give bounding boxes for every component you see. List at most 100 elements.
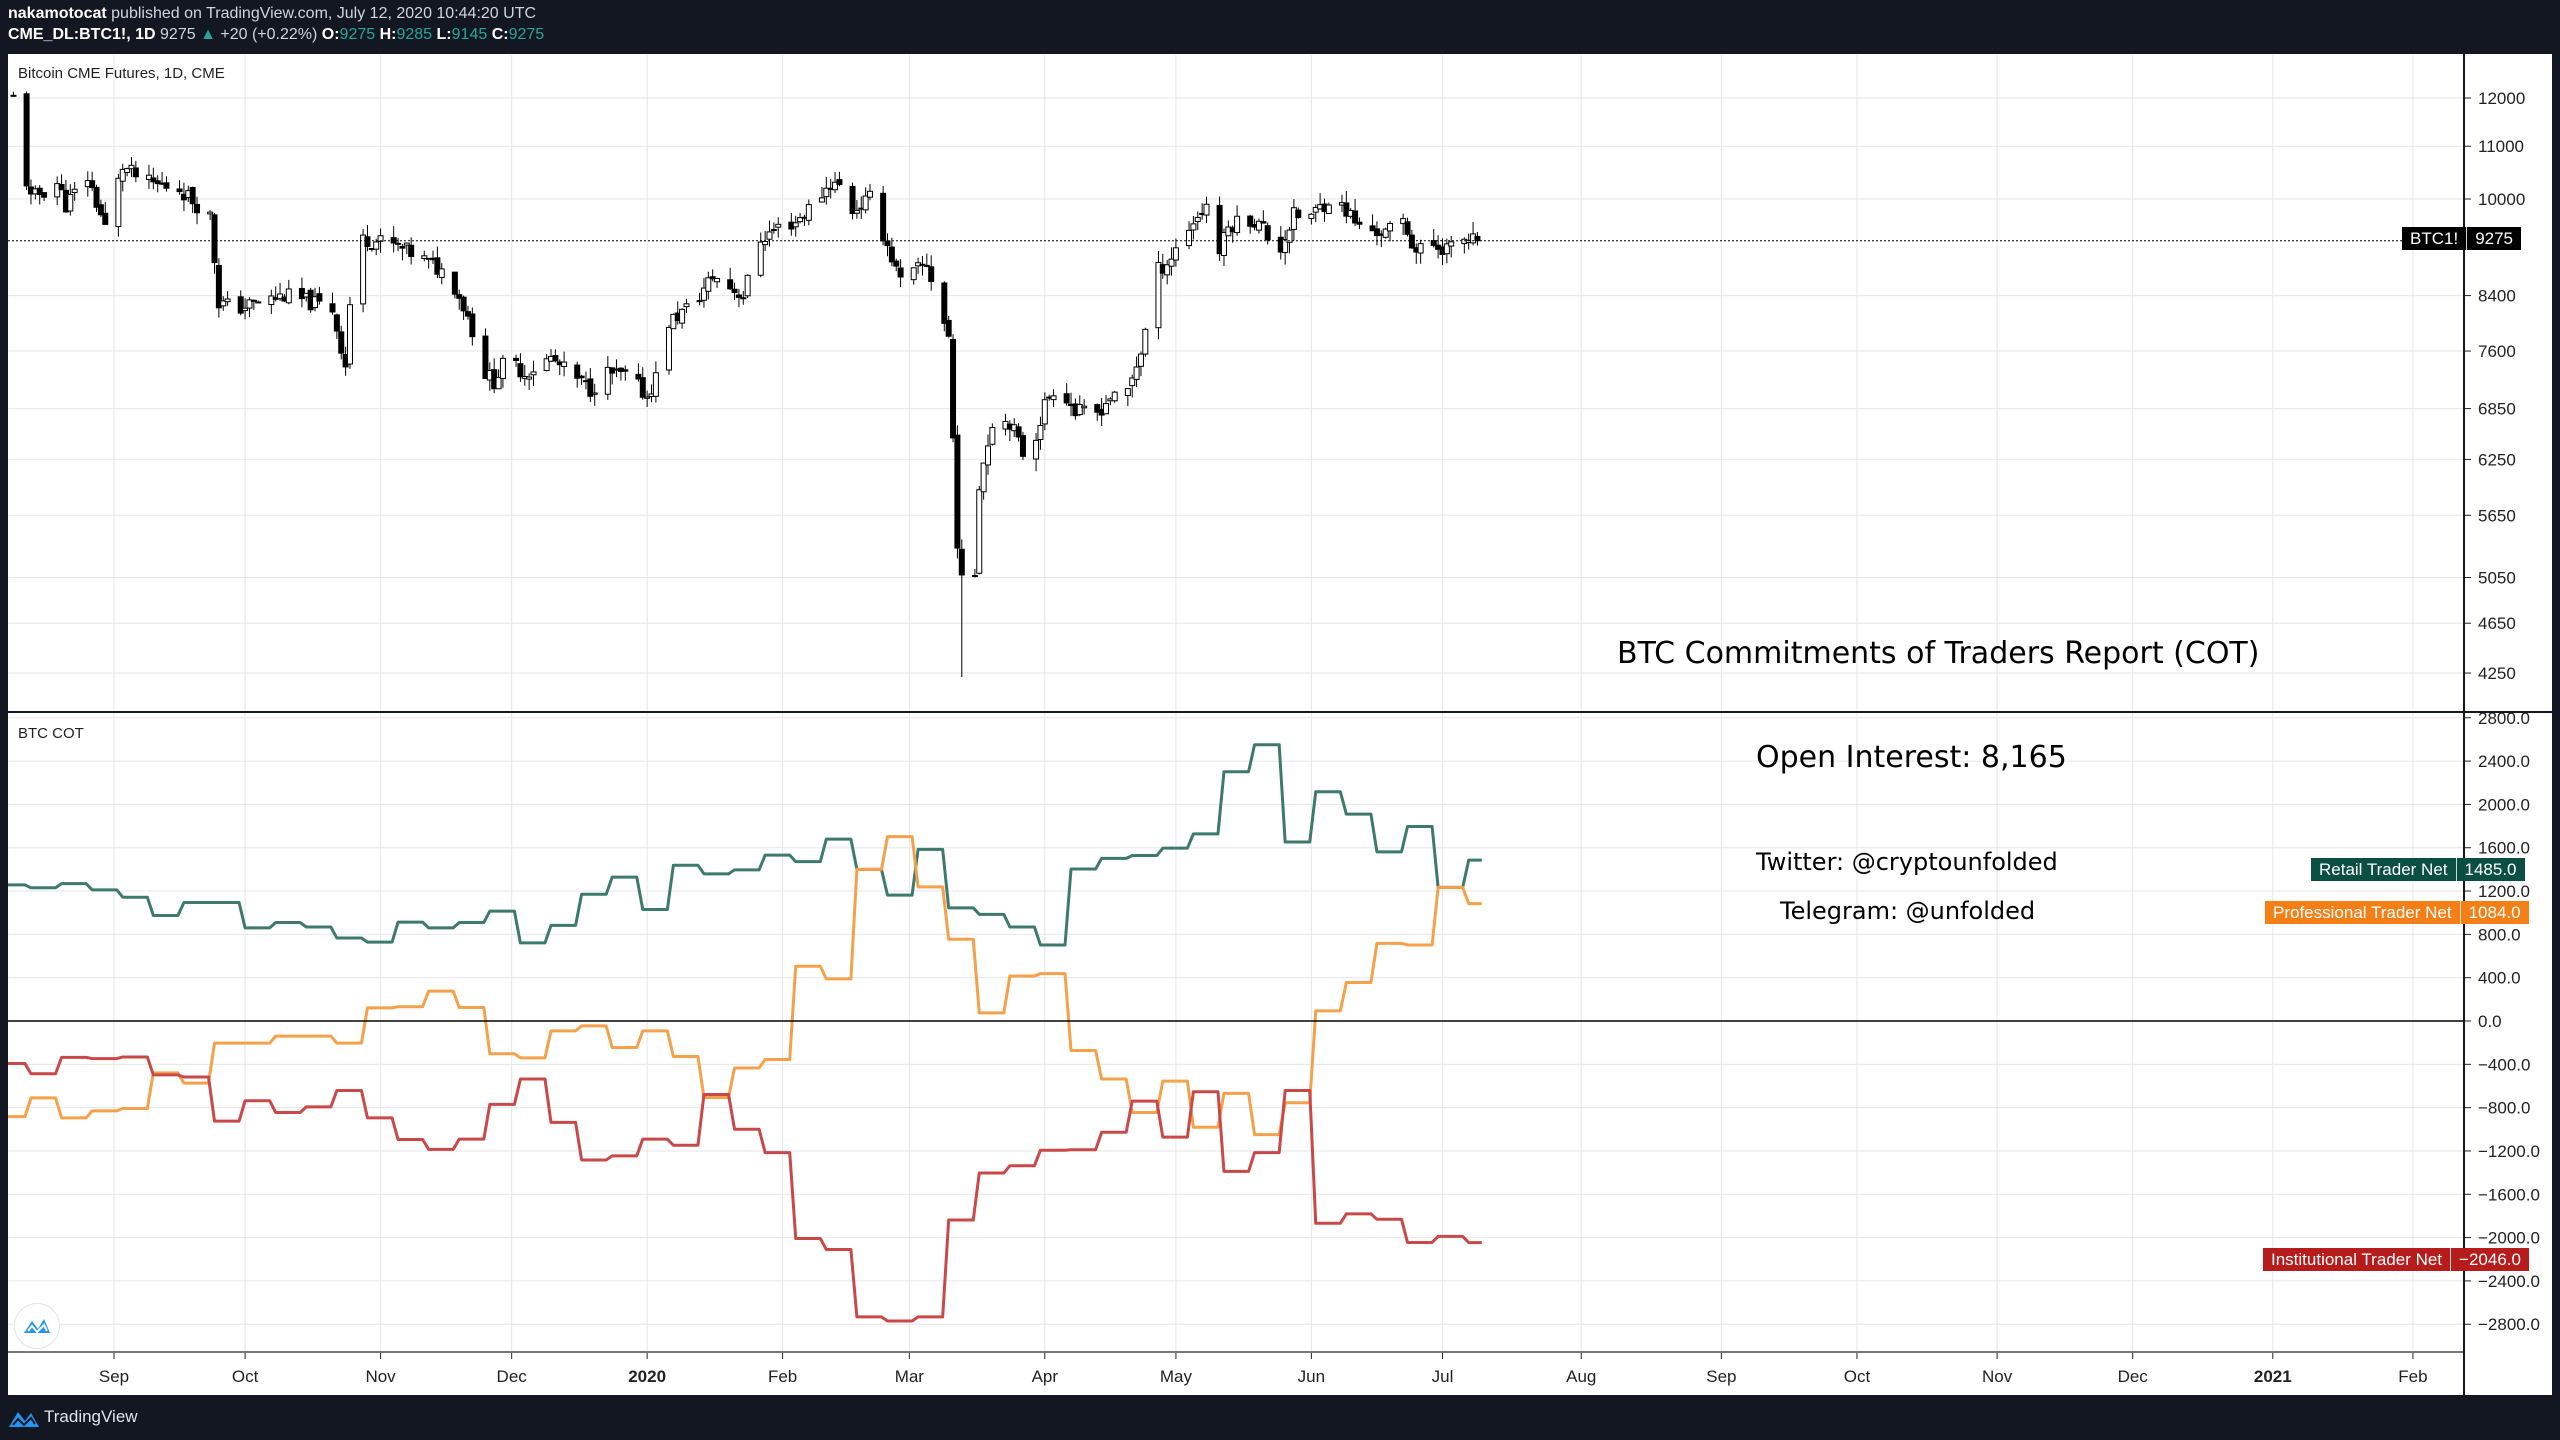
candle-up	[1308, 213, 1315, 219]
candle-down	[316, 293, 323, 302]
candle-down	[36, 187, 43, 195]
candle-up	[67, 193, 74, 212]
candle-up	[679, 308, 686, 324]
left-border	[0, 54, 8, 1395]
price-change: +20 (+0.22%)	[220, 26, 318, 43]
candle-down	[338, 331, 345, 354]
candle-up	[805, 204, 812, 221]
candle-up	[285, 288, 292, 304]
candle-down	[150, 177, 157, 183]
candle-up	[1041, 399, 1048, 425]
price-axis-label: 6250	[2478, 450, 2516, 469]
last-price-tag: BTC1! 9275	[2402, 227, 2522, 250]
candle-up	[989, 426, 996, 445]
candle-up	[495, 376, 502, 390]
professional-net-tag-value: 1084.0	[2459, 901, 2529, 924]
candle-up	[1168, 258, 1175, 267]
candle-down	[958, 548, 965, 576]
candle-down	[469, 313, 476, 338]
candle-up	[1194, 216, 1201, 223]
candle-down	[552, 355, 559, 362]
last-price-tag-value: 9275	[2466, 227, 2521, 250]
candle-up	[1111, 391, 1118, 402]
price-axis-label: 8400	[2478, 287, 2516, 306]
time-axis-label: Dec	[497, 1367, 528, 1386]
candle-down	[928, 266, 935, 283]
price-candles	[10, 91, 1481, 677]
candle-up	[714, 278, 721, 283]
retail-net-tag-name: Retail Trader Net	[2319, 860, 2448, 879]
cot-axis-label: −1200.0	[2478, 1142, 2540, 1161]
candle-up	[1255, 220, 1262, 231]
candle-up	[591, 392, 598, 395]
candle-up	[438, 268, 445, 278]
candle-down	[1216, 205, 1223, 255]
chart-background	[8, 54, 2552, 1395]
candle-down	[740, 297, 747, 300]
professional-net-tag-name: Professional Trader Net	[2273, 903, 2452, 922]
candle-down	[408, 244, 415, 257]
candle-down	[1019, 435, 1026, 457]
candle-down	[1474, 235, 1481, 242]
candle-up	[543, 358, 550, 372]
tradingview-chart-button[interactable]	[14, 1303, 60, 1349]
cot-axis-label: 2400.0	[2478, 752, 2530, 771]
grid-lines	[8, 55, 2464, 1352]
price-pane-title: Bitcoin CME Futures, 1D, CME	[18, 65, 225, 82]
time-axis-label: Aug	[1566, 1367, 1596, 1386]
candle-up	[757, 241, 764, 276]
candle-down	[513, 357, 520, 361]
candle-up	[395, 242, 402, 245]
tradingview-brand[interactable]: TradingView	[44, 1407, 138, 1426]
candle-up	[1124, 388, 1131, 396]
candle-down	[364, 236, 371, 247]
candle-down	[460, 296, 467, 312]
candle-down	[836, 179, 843, 185]
cot-axis-label: 0.0	[2478, 1012, 2502, 1031]
candle-up	[1133, 366, 1140, 380]
candle-down	[215, 264, 222, 309]
report-title: BTC Commitments of Traders Report (COT)	[1617, 636, 2260, 671]
cot-lines	[8, 743, 1482, 1323]
candle-up	[220, 300, 227, 307]
candle-down	[163, 182, 170, 189]
candle-up	[1033, 439, 1040, 460]
close-label: C:	[491, 26, 509, 43]
time-axis-label: Sep	[99, 1367, 129, 1386]
institutional-net-tag-value: −2046.0	[2450, 1248, 2529, 1271]
candle-up	[775, 223, 782, 228]
tradingview-logo-icon	[9, 1412, 39, 1427]
candle-down	[578, 375, 585, 379]
telegram-text: Telegram: @unfolded	[1780, 897, 2036, 925]
author-name[interactable]: nakamotocat	[8, 5, 107, 22]
twitter-text: Twitter: @cryptounfolded	[1756, 848, 2058, 876]
cot-axis-label: −2800.0	[2478, 1315, 2540, 1334]
candle-up	[373, 241, 380, 250]
candle-up	[832, 181, 839, 191]
candle-up	[124, 168, 131, 173]
low-value: 9145	[451, 26, 488, 43]
professional-net-tag: Professional Trader Net 1084.0	[2265, 901, 2529, 924]
candle-down	[622, 369, 629, 372]
candle-up	[1220, 232, 1227, 256]
candle-up	[246, 299, 253, 309]
candle-down	[849, 185, 856, 215]
candle-up	[665, 326, 672, 371]
candle-up	[1076, 404, 1083, 416]
axes: 12000 11000 10000 8400 7600 6850 6250 5650 5050 4…	[0, 54, 2560, 1395]
candle-down	[1343, 202, 1350, 217]
candle-down	[919, 263, 926, 266]
candle-up	[910, 267, 917, 281]
candle-down	[517, 363, 524, 378]
candle-down	[451, 271, 458, 295]
symbol-ohlc: CME_DL:BTC1!, 1D 9275 ▲ +20 (+0.22%) O:9…	[8, 26, 544, 44]
candle-down	[89, 180, 96, 189]
cot-series-professional	[8, 835, 1482, 1137]
open-interest-text: Open Interest: 8,165	[1756, 740, 2067, 775]
candle-up	[1448, 241, 1455, 247]
candle-down	[154, 180, 161, 185]
candle-down	[1247, 215, 1254, 227]
cot-axis-label: 1200.0	[2478, 882, 2530, 901]
candle-up	[652, 372, 659, 397]
